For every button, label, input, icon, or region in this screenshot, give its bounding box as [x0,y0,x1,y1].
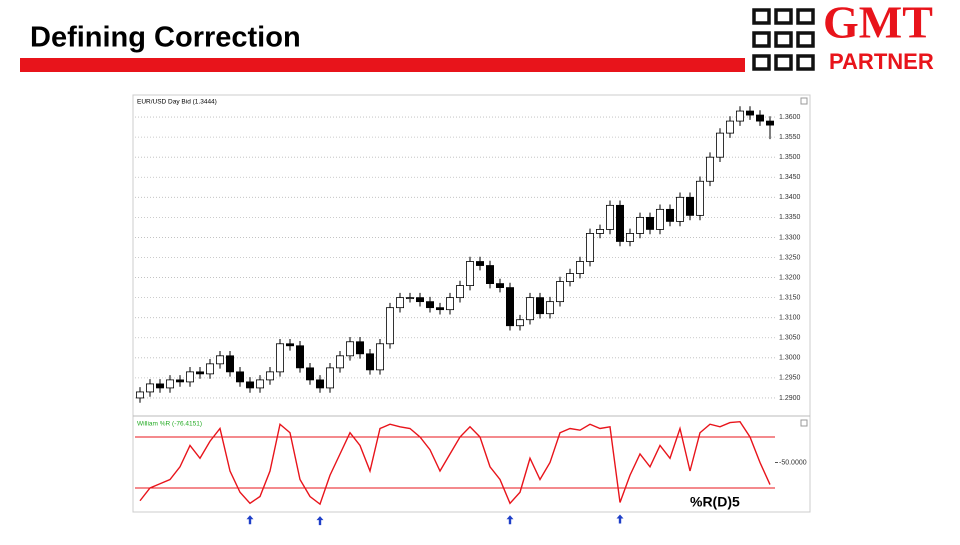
candle-body [556,281,565,303]
candle-body [375,343,384,371]
candle-body [425,301,434,309]
y-tick-label: 1.2950 [779,375,801,382]
candle-body [475,261,484,266]
y-tick-label: 1.3450 [779,174,801,181]
candle-body [566,273,575,282]
y-tick-label: 1.3100 [779,315,801,322]
candle-body [225,355,234,373]
candle-body [536,297,545,315]
logo-subtext: PARTNER [829,49,934,74]
candle-body [305,367,314,381]
logo-grid [752,8,815,71]
candle-body [716,132,725,158]
candle-body [586,233,595,262]
candle-body [135,391,144,399]
y-tick-label: -50.0000 [779,459,807,466]
candle-body [626,233,635,242]
y-tick-label: 1.3350 [779,214,801,221]
candle-body [405,297,414,300]
candle-body [265,371,274,381]
candle-body [736,110,745,122]
y-tick-label: 1.3250 [779,254,801,261]
candle-body [325,367,334,389]
candle-body [636,216,645,234]
candle-body [596,229,605,234]
candle-body [175,379,184,383]
candle-body [165,379,174,389]
candle-body [255,379,264,389]
candle-body [726,120,735,134]
candle-body [616,204,625,242]
candle-body [205,363,214,375]
candle-body [526,297,535,321]
candle-body [145,383,154,393]
candle-body [415,297,424,303]
candle-body [686,196,695,216]
panel-button [800,97,808,105]
candle-body [395,297,404,309]
candle-body [546,301,555,315]
y-tick-label: 1.3300 [779,234,801,241]
candle-body [365,353,374,371]
candle-body [495,283,504,289]
williams-r-line [139,420,771,506]
candle-body [245,381,254,389]
candle-body [185,371,194,383]
y-tick-label: 1.2900 [779,395,801,402]
y-tick-label: 1.3500 [779,154,801,161]
panel-button [800,419,808,427]
candle-body [485,265,494,284]
candle-body [445,297,454,311]
y-tick-label: 1.3400 [779,194,801,201]
price-chart-title: EUR/USD Day Bid (1.3444) [137,99,217,106]
logo-text: GMT [823,0,933,48]
candle-body [656,208,665,230]
candle-body [435,307,444,311]
candle-body [235,371,244,383]
signal-arrow [616,514,624,524]
signal-arrow [316,516,324,526]
y-tick-label: 1.3550 [779,134,801,141]
plot-area: 1.2900 1.2950 1.3000 1.3050 1.3100 1.3150 1.32… [135,106,807,526]
candle-body [465,261,474,286]
candle-body [285,343,294,347]
candle-body [455,285,464,299]
candle-body [666,208,675,222]
indicator-annotation: %R(D)5 [690,494,740,510]
candle-body [766,120,775,126]
candle-body [275,343,284,373]
candle-body [516,319,525,327]
title-bar [20,58,745,72]
y-tick-label: 1.3050 [779,335,801,342]
candle-body [646,216,655,230]
candle-body [746,110,755,116]
signal-arrow [246,515,254,525]
candle-body [576,261,585,274]
candle-body [155,383,164,389]
candle-body [345,341,354,357]
y-tick-label: 1.3150 [779,294,801,301]
indicator-title: William %R (-76.4151) [137,421,202,428]
candle-body [215,355,224,365]
candle-body [696,180,705,216]
candle-body [676,196,685,222]
y-tick-label: 1.3200 [779,274,801,281]
candle-body [505,287,514,327]
candle-body [606,204,615,230]
candle-body [706,156,715,182]
candle-body [385,307,394,345]
candle-body [315,379,324,389]
candle-body [335,355,344,369]
y-tick-label: 1.3000 [779,355,801,362]
signal-arrow [506,515,514,525]
slide-title: Defining Correction [30,22,301,54]
candle-body [355,341,364,355]
candle-body [195,371,204,375]
candle-body [756,114,765,122]
candle-body [295,345,304,369]
y-tick-label: 1.3600 [779,114,801,121]
